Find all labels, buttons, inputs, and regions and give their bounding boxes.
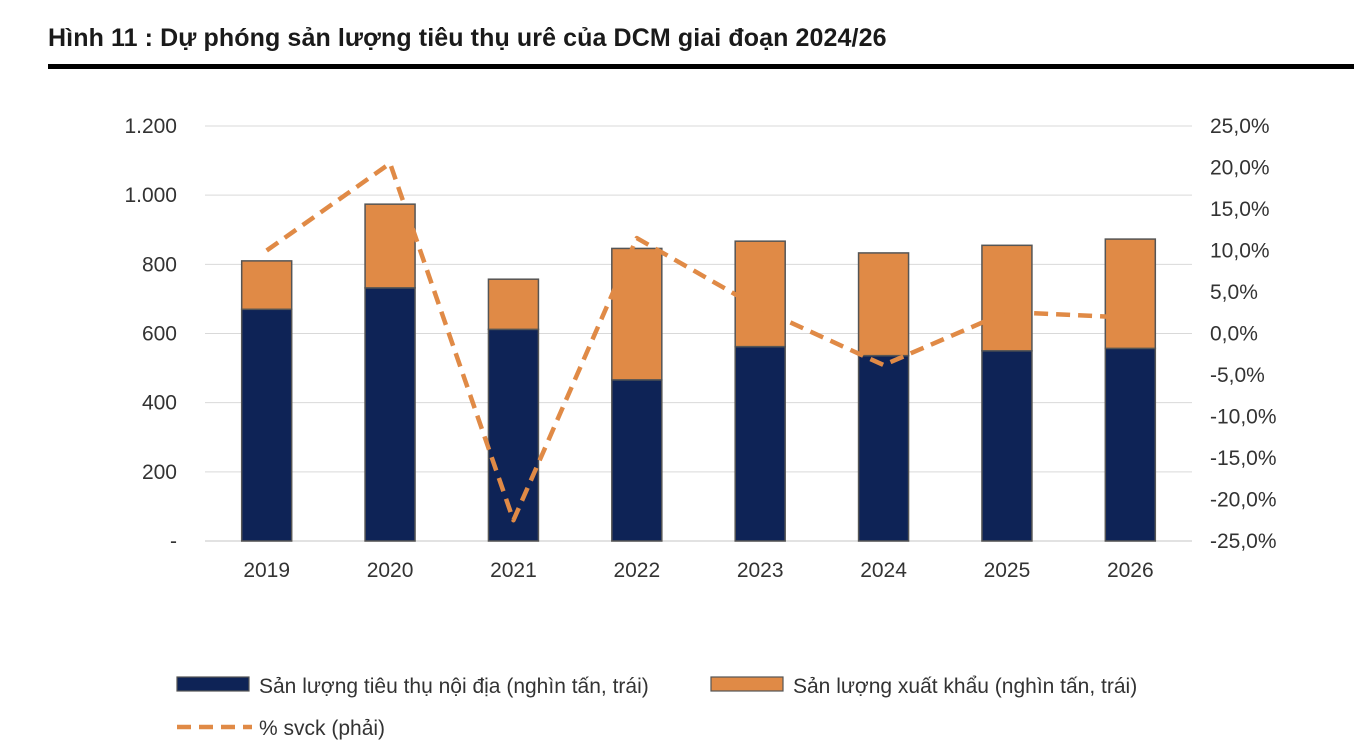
title-rule [48, 64, 1354, 69]
y-right-tick-label: 0,0% [1210, 323, 1258, 346]
y-left-tick-label: 400 [142, 392, 177, 415]
bar-export-2024 [857, 252, 910, 357]
x-tick-label: 2026 [1107, 559, 1154, 582]
y-right-tick-label: 25,0% [1210, 115, 1270, 138]
y-left-tick-label: 1.200 [124, 115, 177, 138]
bar-domestic-2020 [364, 287, 416, 542]
y-left-tick-label: 200 [142, 461, 177, 484]
x-tick-label: 2025 [984, 559, 1031, 582]
x-tick-label: 2019 [243, 559, 290, 582]
x-tick-label: 2023 [737, 559, 784, 582]
legend-swatch-domestic [176, 676, 250, 692]
y-right-tick-label: 20,0% [1210, 157, 1270, 180]
y-right-tick-label: 5,0% [1210, 281, 1258, 304]
bar-domestic-2023 [734, 345, 786, 542]
legend-label-export: Sản lượng xuất khẩu (nghìn tấn, trái) [793, 675, 1137, 698]
y-left-tick-label: - [170, 530, 177, 553]
y-right-tick-label: -10,0% [1210, 406, 1277, 429]
y-right-tick-label: 10,0% [1210, 240, 1270, 263]
x-tick-label: 2020 [367, 559, 414, 582]
x-tick-label: 2022 [613, 559, 660, 582]
figure-title: Hình 11 : Dự phóng sản lượng tiêu thụ ur… [48, 24, 887, 52]
bar-domestic-2019 [240, 308, 293, 542]
y-left-tick-label: 600 [142, 323, 177, 346]
y-left-tick-label: 1.000 [124, 184, 177, 207]
y-right-tick-label: -15,0% [1210, 447, 1277, 470]
legend-swatch-export [710, 676, 784, 692]
y-left-tick-label: 800 [142, 253, 177, 276]
bar-export-2025 [981, 244, 1033, 352]
y-right-tick-label: 15,0% [1210, 198, 1270, 221]
bar-domestic-2024 [857, 354, 910, 542]
bar-export-2019 [240, 260, 293, 311]
y-right-tick-label: -25,0% [1210, 530, 1277, 553]
bar-domestic-2022 [611, 379, 663, 542]
bar-export-2026 [1104, 238, 1157, 350]
x-tick-label: 2024 [860, 559, 907, 582]
bar-domestic-2025 [981, 350, 1033, 542]
bar-domestic-2026 [1104, 347, 1157, 542]
x-tick-label: 2021 [490, 559, 537, 582]
bar-export-2021 [487, 278, 540, 331]
legend-label-line: % svck (phải) [259, 717, 385, 740]
bar-domestic-2021 [487, 328, 540, 542]
y-right-tick-label: -5,0% [1210, 364, 1265, 387]
legend-label-domestic: Sản lượng tiêu thụ nội địa (nghìn tấn, t… [259, 675, 649, 698]
y-right-tick-label: -20,0% [1210, 489, 1277, 512]
bar-export-2023 [734, 240, 786, 348]
bar-export-2022 [611, 247, 663, 381]
line-yoy-growth [265, 161, 1131, 523]
